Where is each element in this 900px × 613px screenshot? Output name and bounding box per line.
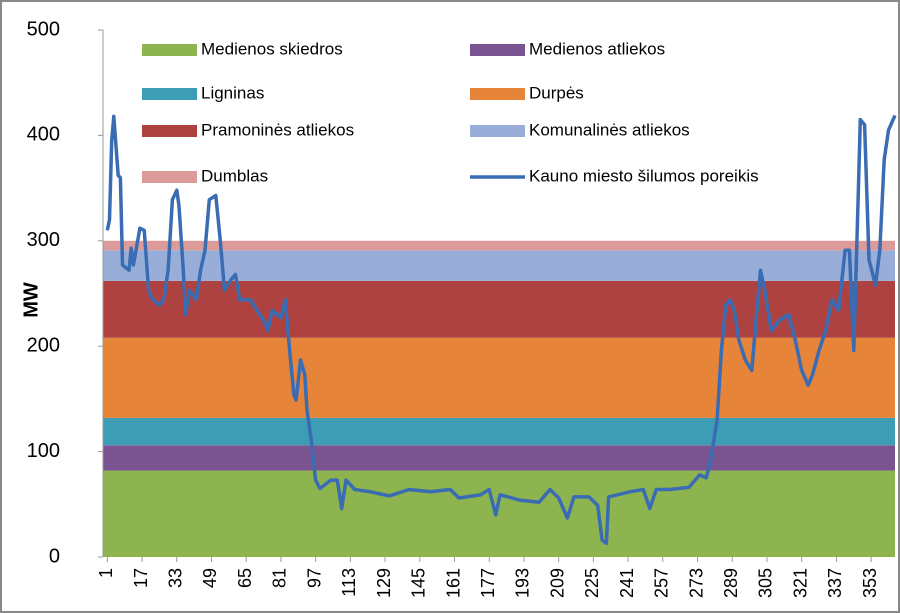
legend-swatch [142,171,197,183]
x-tick-label: 305 [756,568,776,598]
x-tick-label: 17 [131,568,151,588]
legend-swatch [142,125,197,137]
legend-label: Dumblas [201,166,268,185]
x-tick-label: 225 [582,568,602,598]
y-tick-label: 500 [27,18,60,40]
legend-label: Ligninas [201,83,264,102]
x-tick-label: 273 [686,568,706,598]
x-tick-label: 209 [547,568,567,598]
x-tick-label: 33 [166,568,186,588]
legend-swatch [470,44,525,56]
y-tick-label: 400 [27,124,60,146]
band [103,280,895,338]
x-tick-label: 113 [339,568,359,597]
y-axis-label: MW [20,282,42,318]
legend-swatch [142,44,197,56]
x-tick-label: 49 [200,568,220,588]
x-tick-label: 177 [478,568,498,598]
legend-label: Komunalinės atliekos [529,120,690,139]
legend-label: Pramoninės atliekos [201,120,354,139]
legend-swatch [470,88,525,100]
y-tick-label: 0 [49,545,60,567]
legend-label: Durpės [529,83,584,102]
legend-label: Kauno miesto šilumos poreikis [529,166,759,185]
band [103,240,895,251]
band [103,470,895,557]
x-tick-label: 81 [270,568,290,588]
legend-label: Medienos atliekos [529,39,665,58]
x-tick-label: 337 [825,568,845,598]
x-tick-label: 289 [721,568,741,598]
y-tick-label: 300 [27,229,60,251]
band [103,417,895,446]
x-tick-label: 353 [860,568,880,598]
demand-line [105,114,897,546]
x-tick-label: 65 [235,568,255,588]
y-tick-label: 100 [27,440,60,462]
x-tick-label: 193 [513,568,533,598]
legend-swatch [142,88,197,100]
x-tick-label: 145 [409,568,429,598]
y-tick-label: 200 [27,334,60,356]
band [103,445,895,471]
legend-swatch [470,125,525,137]
x-tick-label: 241 [617,568,637,598]
x-tick-label: 321 [790,568,810,598]
x-tick-label: 1 [96,568,116,578]
x-tick-label: 257 [652,568,672,598]
legend-label: Medienos skiedros [201,39,343,58]
band [103,337,895,418]
x-tick-label: 161 [443,568,463,598]
x-tick-label: 97 [304,568,324,588]
x-tick-label: 129 [374,568,394,598]
